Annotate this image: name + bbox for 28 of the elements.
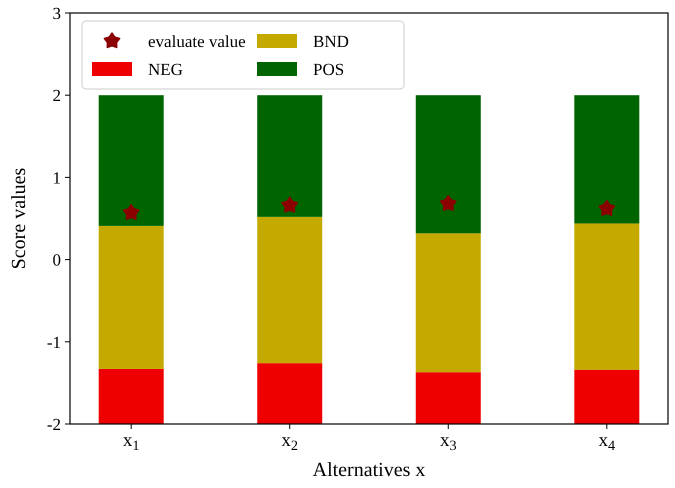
bar <box>574 370 640 424</box>
x-tick-label: x$_{4}$ <box>598 430 616 454</box>
x-axis-title: Alternatives x <box>312 459 426 481</box>
bar <box>574 223 640 370</box>
bar <box>98 95 164 226</box>
legend-label: BND <box>313 32 349 51</box>
x-tick-label: x$_{1}$ <box>122 430 140 454</box>
bar <box>416 233 481 372</box>
y-tick-label: 2 <box>52 86 61 106</box>
y-axis-title: Score values <box>8 167 30 270</box>
x-tick-label: x$_{2}$ <box>281 430 298 454</box>
y-tick-label: -2 <box>46 414 61 434</box>
bar <box>98 368 164 424</box>
bar <box>416 372 481 424</box>
bar <box>257 95 322 217</box>
y-tick-label: 3 <box>52 4 61 23</box>
x-tick-label: x$_{3}$ <box>440 430 457 454</box>
bar <box>257 363 322 424</box>
legend-label: POS <box>313 60 344 79</box>
bar <box>416 95 481 234</box>
y-tick-label: -1 <box>46 332 61 352</box>
y-tick-label: 1 <box>52 168 61 188</box>
y-tick-label: 0 <box>52 250 61 270</box>
legend-label: NEG <box>148 60 183 79</box>
bar <box>574 95 640 224</box>
bar <box>98 226 164 369</box>
bar <box>257 216 322 364</box>
legend-label: evaluate value <box>148 32 246 51</box>
